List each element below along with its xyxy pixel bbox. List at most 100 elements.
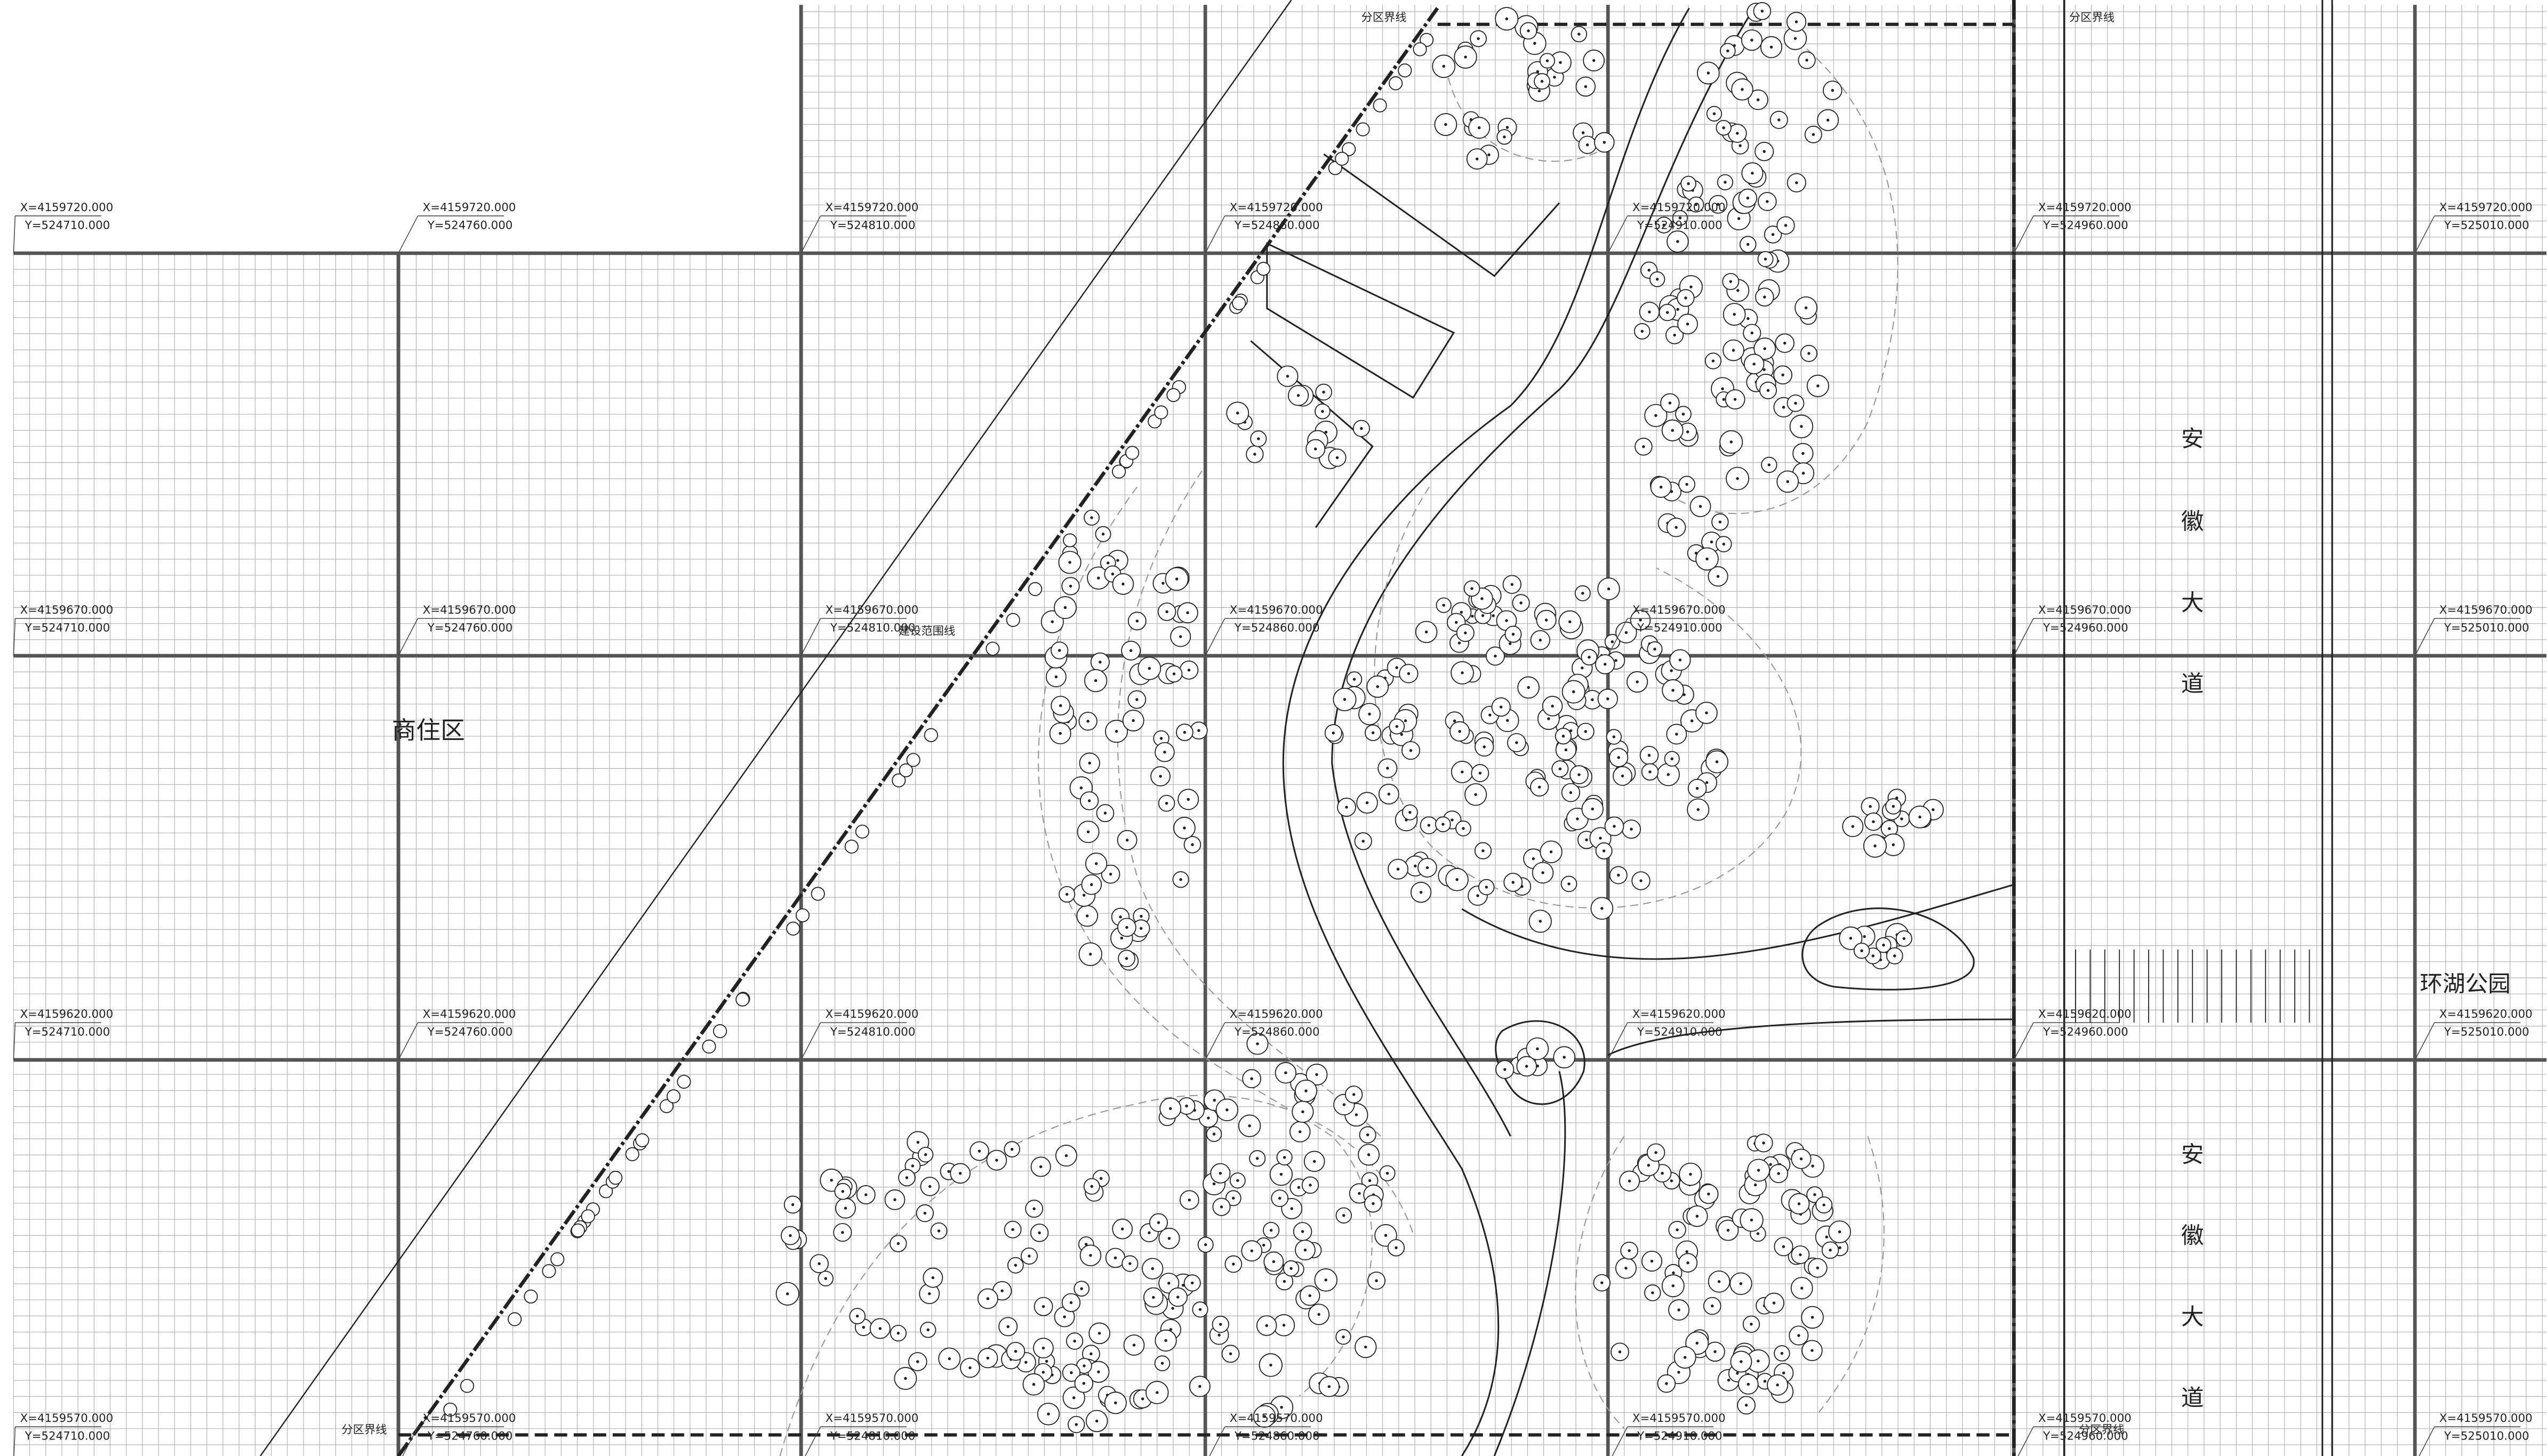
tree-center [1607, 587, 1611, 591]
tree-center [1797, 1334, 1800, 1337]
tree-center [1537, 785, 1541, 789]
tree-center [1671, 689, 1675, 692]
tree-center [1648, 310, 1651, 313]
tree-center [1006, 1325, 1010, 1329]
tree-center [1603, 141, 1606, 144]
leader [805, 1426, 821, 1456]
coordinate-x: X=4159720.000 [20, 201, 114, 214]
tree-center [1345, 806, 1348, 809]
tree-center [1187, 798, 1190, 801]
tree-center [1561, 735, 1565, 738]
tree-center [1640, 329, 1644, 333]
tree-center [1477, 126, 1481, 130]
tree-center [1747, 1382, 1750, 1386]
tree-center [1038, 1231, 1041, 1235]
tree-center [878, 1327, 882, 1330]
tree-center [1503, 1068, 1507, 1071]
tree-center [1739, 1282, 1743, 1285]
coordinate-y: Y=524960.000 [2043, 621, 2128, 634]
tree-center [1442, 604, 1445, 607]
tree-center [1308, 1294, 1311, 1297]
tree-center [1932, 808, 1935, 811]
leader [1612, 1426, 1628, 1456]
tree-center [1869, 805, 1872, 808]
tree-center [1751, 172, 1754, 175]
tree-center [1585, 838, 1588, 842]
tree-center [1103, 811, 1107, 815]
tree-center [1451, 818, 1454, 822]
tree-center [1481, 614, 1485, 617]
coordinate-x: X=4159620.000 [2439, 1008, 2533, 1021]
tree-center [1813, 1193, 1816, 1196]
tree-center [948, 1357, 951, 1361]
tree-center [1617, 756, 1620, 759]
tree-center [1360, 427, 1363, 430]
leader [1205, 618, 1226, 656]
tree-center [1782, 406, 1785, 409]
tree [906, 753, 920, 767]
tree [735, 992, 750, 1007]
tree-center [1612, 735, 1616, 738]
tree-center [1492, 614, 1495, 617]
leader [800, 1022, 821, 1060]
tree-center [1045, 1360, 1048, 1363]
tree [1389, 76, 1403, 91]
tree-center [1011, 1228, 1014, 1231]
tree-center [1198, 1308, 1202, 1311]
tree-center [1740, 1360, 1743, 1363]
tree-center [1475, 157, 1479, 160]
tree-center [1162, 582, 1165, 585]
tree-center [1219, 1172, 1222, 1175]
hatch [2075, 950, 2310, 1023]
coordinate-y: Y=524810.000 [830, 1025, 916, 1039]
tree [1256, 262, 1271, 276]
tree-center [1606, 697, 1609, 701]
tree-center [1152, 1296, 1155, 1299]
leader [1205, 215, 1226, 254]
tree-center [1510, 583, 1513, 586]
tree [713, 1024, 727, 1039]
tree-center [1427, 824, 1431, 827]
tree-center [1717, 1280, 1721, 1283]
tree-center [1366, 1133, 1369, 1137]
tree-center [1763, 1380, 1767, 1383]
tree-center [841, 1189, 845, 1193]
tree-center [1054, 675, 1058, 679]
tree-center [1567, 882, 1571, 886]
tree-center [1902, 937, 1906, 940]
tree-center [1213, 1098, 1216, 1102]
tree-center [1757, 1169, 1760, 1172]
tree-center [1568, 620, 1572, 624]
tree-center [1197, 729, 1200, 732]
tree-center [1168, 1107, 1172, 1111]
tree-center [905, 1176, 909, 1179]
tree-center [1794, 401, 1797, 405]
tree-center [1119, 915, 1122, 919]
tree-center [986, 1356, 989, 1360]
tree-center [1678, 658, 1682, 662]
leader [2017, 1426, 2034, 1456]
tree-center [923, 1211, 927, 1215]
tree-center [1141, 1397, 1144, 1401]
tree [855, 824, 869, 839]
tree-center [1650, 1259, 1654, 1263]
tree [666, 1089, 681, 1104]
tree [550, 1252, 565, 1267]
tree-center [1763, 295, 1766, 299]
tree-center [1769, 45, 1773, 49]
tree [524, 1289, 538, 1304]
tree-center [1800, 1286, 1804, 1290]
tree-center [1811, 1316, 1814, 1319]
road-label: 大 [2181, 1304, 2204, 1330]
tree-center [1442, 65, 1445, 68]
tree-center [1090, 516, 1093, 519]
tree-center [1375, 1279, 1378, 1282]
tree-center [1186, 611, 1189, 615]
tree-center [1676, 240, 1679, 243]
tree-center [1544, 618, 1548, 622]
tree-center [1873, 844, 1877, 848]
tree-center [1125, 957, 1128, 960]
tree-center [1581, 666, 1584, 670]
leader [2414, 618, 2435, 656]
tree-center [1488, 713, 1492, 717]
